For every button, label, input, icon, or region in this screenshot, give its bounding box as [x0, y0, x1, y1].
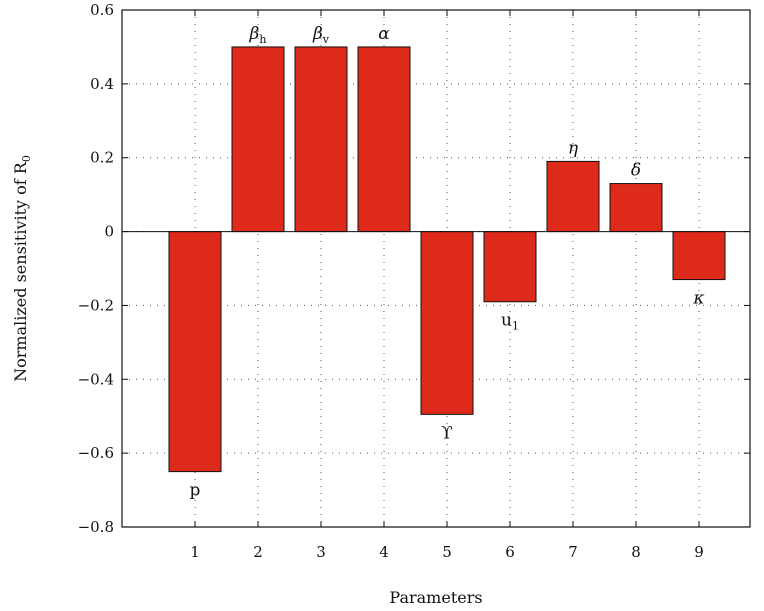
- y-axis: 0.6 0.4 0.2 0 −0.2 −0.4 −0.6 −0.8: [78, 1, 750, 536]
- bar-8: [609, 183, 663, 233]
- bar-1: [168, 231, 222, 473]
- x-tick-label: 7: [568, 543, 578, 561]
- y-tick-label: 0.6: [90, 1, 114, 19]
- bar-5: [420, 231, 474, 415]
- plot-frame: [121, 9, 751, 528]
- x-tick-label: 8: [631, 543, 641, 561]
- x-tick-label: 3: [316, 543, 326, 561]
- bar-label: κ: [692, 289, 704, 309]
- x-tick-label: 6: [505, 543, 515, 561]
- y-tick-label: −0.8: [78, 518, 114, 536]
- y-tick-label: −0.6: [78, 444, 114, 462]
- y-axis-title-sub: 0: [20, 155, 33, 162]
- y-tick-label: −0.4: [78, 370, 114, 388]
- bar-9: [672, 231, 726, 281]
- y-tick-label: −0.2: [78, 296, 114, 314]
- x-tick-label: 9: [694, 543, 704, 561]
- x-tick-label: 4: [379, 543, 389, 561]
- bar-2: [231, 46, 285, 233]
- bar-label: p: [190, 481, 201, 501]
- x-axis: 1 2 3 4 5 6 7 8 9: [190, 10, 704, 561]
- bar-label: u1: [501, 311, 519, 333]
- y-tick-label: 0: [104, 223, 114, 241]
- y-tick-label: 0.2: [90, 149, 114, 167]
- bar-6: [483, 231, 537, 303]
- x-axis-title: Parameters: [389, 588, 482, 607]
- bar-labels: p βh βv α ϒu1 η δ κ: [190, 24, 705, 501]
- bar-7: [546, 160, 600, 233]
- y-tick-label: 0.4: [90, 75, 114, 93]
- bar-3: [294, 46, 348, 233]
- bar-label: α: [378, 24, 390, 44]
- x-tick-label: 5: [442, 543, 452, 561]
- bars: [168, 46, 726, 473]
- bar-label: δ: [631, 161, 641, 181]
- bar-label: βh: [249, 24, 267, 46]
- x-tick-label: 1: [190, 543, 200, 561]
- y-axis-title-main: Normalized sensitivity of R: [11, 161, 30, 382]
- bar-4: [357, 46, 411, 233]
- x-tick-label: 2: [253, 543, 263, 561]
- y-axis-title: Normalized sensitivity of R0: [11, 155, 33, 382]
- bar-label: ϒ: [441, 423, 453, 443]
- bar-label: βv: [312, 24, 330, 46]
- bar-label: η: [568, 138, 579, 158]
